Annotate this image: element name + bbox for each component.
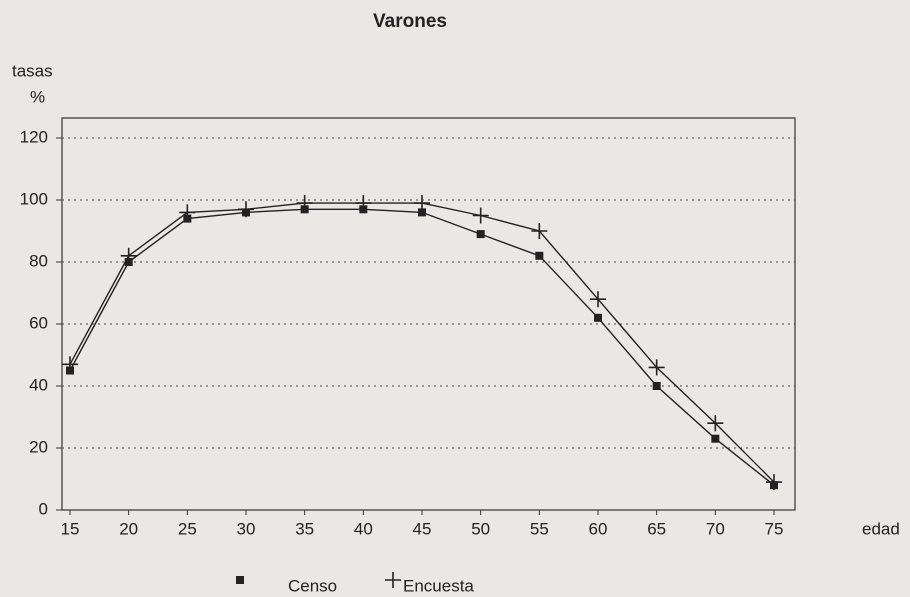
x-tick-label: 45 bbox=[413, 519, 432, 538]
marker bbox=[472, 207, 489, 224]
y-tick-label: 40 bbox=[29, 375, 48, 394]
marker bbox=[648, 359, 665, 376]
y-tick-label: 20 bbox=[29, 437, 48, 456]
marker bbox=[652, 382, 661, 390]
x-tick-label: 75 bbox=[765, 519, 784, 538]
x-tick-label: 40 bbox=[354, 519, 373, 538]
x-tick-label: 70 bbox=[706, 519, 725, 538]
marker bbox=[355, 195, 372, 212]
x-tick-label: 60 bbox=[589, 519, 608, 538]
marker bbox=[535, 251, 544, 260]
marker bbox=[711, 434, 720, 443]
y-tick-label: 100 bbox=[20, 189, 48, 208]
marker bbox=[238, 201, 254, 218]
x-tick-label: 55 bbox=[530, 519, 549, 538]
marker bbox=[414, 195, 430, 212]
y-tick-label: 80 bbox=[29, 251, 48, 270]
legend-marker bbox=[385, 572, 401, 588]
x-tick-label: 50 bbox=[471, 519, 490, 538]
x-tick-label: 30 bbox=[237, 519, 256, 538]
x-tick-label: 35 bbox=[295, 519, 314, 538]
x-tick-label: 15 bbox=[61, 519, 80, 538]
x-tick-label: 20 bbox=[119, 519, 138, 538]
marker bbox=[590, 291, 606, 308]
y-tick-label: 120 bbox=[20, 127, 48, 146]
marker bbox=[594, 313, 602, 322]
y-axis-label: tasas bbox=[12, 61, 53, 80]
marker bbox=[296, 195, 313, 212]
y-tick-label: 0 bbox=[39, 499, 48, 518]
legend-marker bbox=[236, 576, 244, 584]
legend-label: Encuesta bbox=[403, 576, 474, 595]
marker bbox=[707, 415, 724, 432]
y-tick-label: 60 bbox=[29, 313, 48, 332]
marker bbox=[179, 204, 196, 221]
series-line bbox=[69, 202, 775, 483]
legend-label: Censo bbox=[288, 576, 337, 595]
x-axis-label: edad bbox=[862, 519, 900, 538]
marker bbox=[62, 356, 78, 373]
series-line bbox=[69, 208, 775, 486]
chart-title: Varones bbox=[373, 11, 447, 32]
marker bbox=[531, 223, 548, 239]
y-axis-unit: % bbox=[30, 87, 45, 106]
marker bbox=[476, 230, 485, 239]
x-tick-label: 25 bbox=[178, 519, 197, 538]
marker bbox=[766, 474, 782, 491]
marker bbox=[418, 208, 426, 217]
marker bbox=[120, 247, 137, 264]
plot-frame bbox=[61, 117, 796, 511]
x-tick-label: 65 bbox=[647, 519, 666, 538]
